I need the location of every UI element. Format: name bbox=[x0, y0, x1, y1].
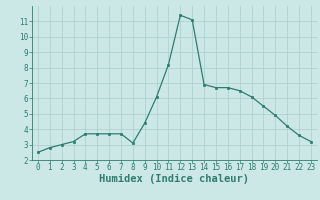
X-axis label: Humidex (Indice chaleur): Humidex (Indice chaleur) bbox=[100, 174, 249, 184]
